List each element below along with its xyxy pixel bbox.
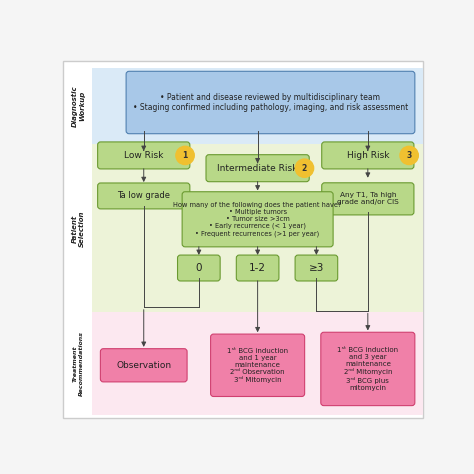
- Text: Patient
Selection: Patient Selection: [72, 210, 85, 246]
- Text: Diagnostic
Workup: Diagnostic Workup: [72, 85, 85, 127]
- Text: ≥3: ≥3: [309, 263, 324, 273]
- FancyBboxPatch shape: [98, 183, 190, 209]
- FancyBboxPatch shape: [322, 142, 414, 169]
- Text: High Risk: High Risk: [346, 151, 389, 160]
- Text: 0: 0: [196, 263, 202, 273]
- Text: Ta low grade: Ta low grade: [117, 191, 170, 201]
- Text: 3: 3: [407, 151, 412, 160]
- FancyBboxPatch shape: [322, 183, 414, 215]
- FancyBboxPatch shape: [98, 142, 190, 169]
- FancyBboxPatch shape: [100, 349, 187, 382]
- Circle shape: [400, 146, 419, 164]
- Text: 1-2: 1-2: [249, 263, 266, 273]
- Text: Any T1, Ta high
grade and/or CIS: Any T1, Ta high grade and/or CIS: [337, 192, 399, 205]
- Text: 1ˢᵗ BCG induction
and 3 year
maintenance
2ⁿᵈ Mitomycin
3ʳᵈ BCG plus
mitomycin: 1ˢᵗ BCG induction and 3 year maintenance…: [337, 347, 398, 391]
- Text: 1: 1: [182, 151, 188, 160]
- Text: 1ˢᵗ BCG induction
and 1 year
maintenance
2ⁿᵈ Observation
3ʳᵈ Mitomycin: 1ˢᵗ BCG induction and 1 year maintenance…: [227, 348, 288, 383]
- FancyBboxPatch shape: [295, 255, 337, 281]
- FancyBboxPatch shape: [182, 192, 333, 247]
- Text: Low Risk: Low Risk: [124, 151, 164, 160]
- Circle shape: [295, 159, 314, 177]
- FancyBboxPatch shape: [92, 312, 423, 415]
- FancyBboxPatch shape: [210, 334, 305, 396]
- Text: Observation: Observation: [116, 361, 171, 370]
- FancyBboxPatch shape: [206, 155, 309, 182]
- Text: Treatment
Recommendations: Treatment Recommendations: [73, 331, 84, 396]
- FancyBboxPatch shape: [126, 71, 415, 134]
- FancyBboxPatch shape: [92, 145, 423, 312]
- Circle shape: [176, 146, 194, 164]
- FancyBboxPatch shape: [321, 332, 415, 406]
- Text: • Patient and disease reviewed by multidisciplinary team
• Staging confirmed inc: • Patient and disease reviewed by multid…: [133, 93, 408, 112]
- FancyBboxPatch shape: [63, 61, 423, 418]
- Text: 2: 2: [302, 164, 307, 173]
- Text: How many of the following does the patient have?
• Multiple tumors
• Tumor size : How many of the following does the patie…: [173, 202, 342, 237]
- FancyBboxPatch shape: [92, 68, 423, 145]
- Text: Intermediate Risk: Intermediate Risk: [218, 164, 298, 173]
- FancyBboxPatch shape: [237, 255, 279, 281]
- FancyBboxPatch shape: [178, 255, 220, 281]
